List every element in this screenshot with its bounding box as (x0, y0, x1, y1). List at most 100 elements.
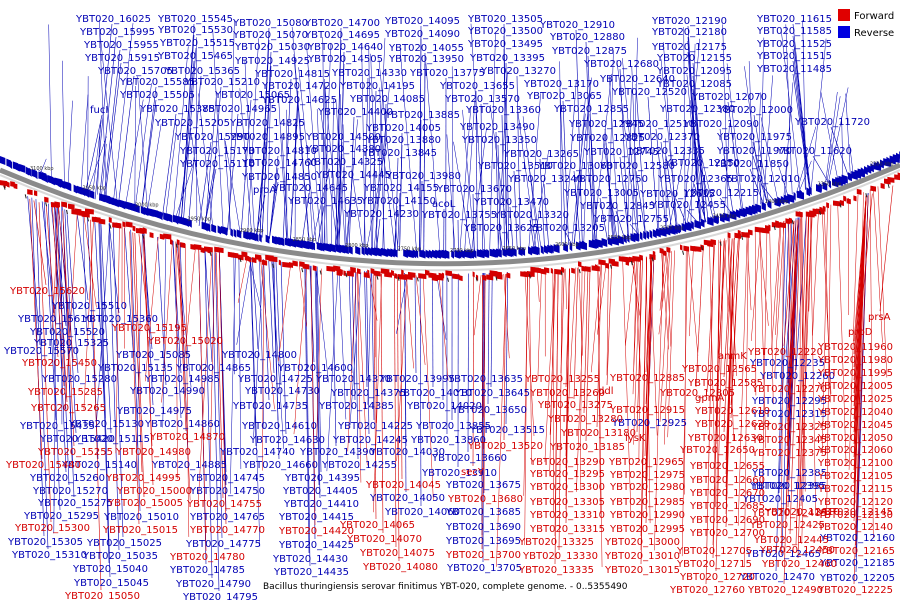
forward-leader-line (368, 273, 378, 321)
forward-gene-label: anmK (718, 351, 747, 362)
feature-marker (345, 273, 348, 278)
reverse-leader-line (137, 76, 148, 210)
reverse-leader-line (585, 41, 594, 243)
feature-marker (272, 263, 275, 268)
forward-leader-line (789, 218, 801, 535)
reverse-gene-label: YBT020_14635 (287, 196, 363, 207)
reverse-strand-features (0, 151, 900, 259)
forward-leader-line (737, 232, 748, 526)
forward-leader-line (810, 212, 816, 515)
forward-leader-line (473, 275, 482, 336)
forward-feature (408, 271, 416, 278)
reverse-gene-label: YBT020_13170 (523, 79, 599, 90)
reverse-gene-label: YBT020_14425 (278, 540, 354, 551)
reverse-gene-label: YBT020_15325 (33, 338, 109, 349)
forward-leader-line (659, 252, 667, 311)
tick-label: 2800 kbp (345, 243, 369, 249)
reverse-feature (428, 249, 433, 259)
reverse-feature (51, 176, 55, 186)
forward-leader-line (198, 248, 207, 552)
reverse-gene-label: YBT020_13755 (421, 210, 497, 221)
forward-feature (482, 274, 487, 281)
forward-feature (115, 222, 122, 229)
reverse-feature (896, 152, 900, 162)
reverse-leader-line (227, 113, 239, 232)
backbone-outer-ring (0, 162, 900, 267)
reverse-gene-label: YBT020_14720 (261, 81, 337, 92)
feature-marker (3, 185, 6, 190)
reverse-leader-line (224, 137, 231, 231)
feature-marker (682, 250, 685, 255)
forward-leader-line (565, 268, 570, 524)
forward-leader-line (681, 247, 688, 557)
reverse-leader-line (499, 232, 503, 251)
reverse-leader-line (589, 113, 598, 242)
reverse-feature (86, 188, 90, 198)
reverse-feature (848, 172, 852, 182)
reverse-leader-line (282, 78, 292, 241)
reverse-gene-label: YBT020_14225 (337, 421, 413, 432)
reverse-leader-line (173, 46, 189, 217)
forward-gene-label: YBT020_12690 (689, 515, 765, 526)
reverse-leader-line (263, 259, 270, 401)
reverse-leader-line (564, 79, 577, 245)
tick-label: 2450 kbp (713, 214, 737, 220)
reverse-feature (310, 241, 316, 251)
forward-leader-line (649, 255, 658, 436)
reverse-leader-line (379, 87, 385, 251)
forward-gene-label: YBT020_14065 (339, 520, 415, 531)
forward-gene-label: YBT020_12720 (679, 572, 755, 583)
reverse-gene-label: YBT020_11970 (716, 146, 792, 157)
forward-feature (785, 218, 790, 225)
reverse-leader-line (575, 29, 583, 244)
reverse-feature (217, 225, 221, 235)
reverse-gene-label: YBT020_13360 (465, 105, 541, 116)
reverse-gene-label: YBT020_13650 (451, 405, 527, 416)
reverse-feature (444, 249, 450, 259)
forward-leader-line (801, 215, 804, 435)
reverse-feature (393, 248, 398, 258)
reverse-leader-line (62, 206, 73, 467)
reverse-leader-line (314, 266, 320, 486)
reverse-feature (556, 243, 560, 253)
reverse-gene-label: YBT020_14610 (241, 421, 317, 432)
reverse-leader-line (147, 123, 162, 210)
forward-leader-line (879, 185, 894, 312)
reverse-gene-label: YBT020_12750 (572, 174, 648, 185)
reverse-gene-label: YBT020_14245 (332, 435, 408, 446)
legend-reverse-label: Reverse (854, 28, 894, 39)
forward-gene-label: YBT020_12045 (817, 420, 893, 431)
forward-gene-label: YBT020_13315 (529, 524, 605, 535)
tick-label: 3000 kbp (135, 202, 159, 208)
reverse-gene-label: YBT020_14825 (229, 118, 305, 129)
reverse-leader-line (775, 221, 787, 572)
reverse-gene-label: YBT020_14505 (307, 54, 383, 65)
reverse-leader-line (462, 109, 476, 252)
reverse-leader-line (480, 103, 483, 252)
reverse-leader-line (244, 60, 255, 235)
reverse-gene-label: YBT020_13490 (459, 122, 535, 133)
reverse-leader-line (419, 119, 422, 252)
reverse-leader-line (143, 233, 154, 406)
reverse-leader-line (793, 44, 811, 189)
reverse-feature (886, 156, 890, 166)
reverse-leader-line (336, 153, 343, 247)
reverse-leader-line (687, 40, 702, 221)
reverse-feature (652, 229, 657, 239)
reverse-gene-label: YBT020_13625 (463, 223, 539, 234)
forward-leader-line (695, 245, 704, 388)
forward-feature (578, 261, 582, 268)
forward-leader-line (310, 267, 316, 526)
forward-leader-line (64, 211, 78, 409)
forward-leader-line (357, 272, 368, 466)
feature-marker (719, 241, 722, 246)
reverse-leader-line (332, 268, 337, 447)
forward-feature (6, 181, 10, 188)
forward-leader-line (316, 268, 322, 439)
forward-feature (64, 202, 68, 209)
reverse-feature (422, 249, 425, 259)
reverse-leader-line (583, 95, 589, 243)
reverse-gene-label: YBT020_15260 (29, 473, 105, 484)
reverse-gene-label: YBT020_12615 (639, 189, 715, 200)
forward-gene-label: YBT020_13700 (445, 550, 521, 561)
